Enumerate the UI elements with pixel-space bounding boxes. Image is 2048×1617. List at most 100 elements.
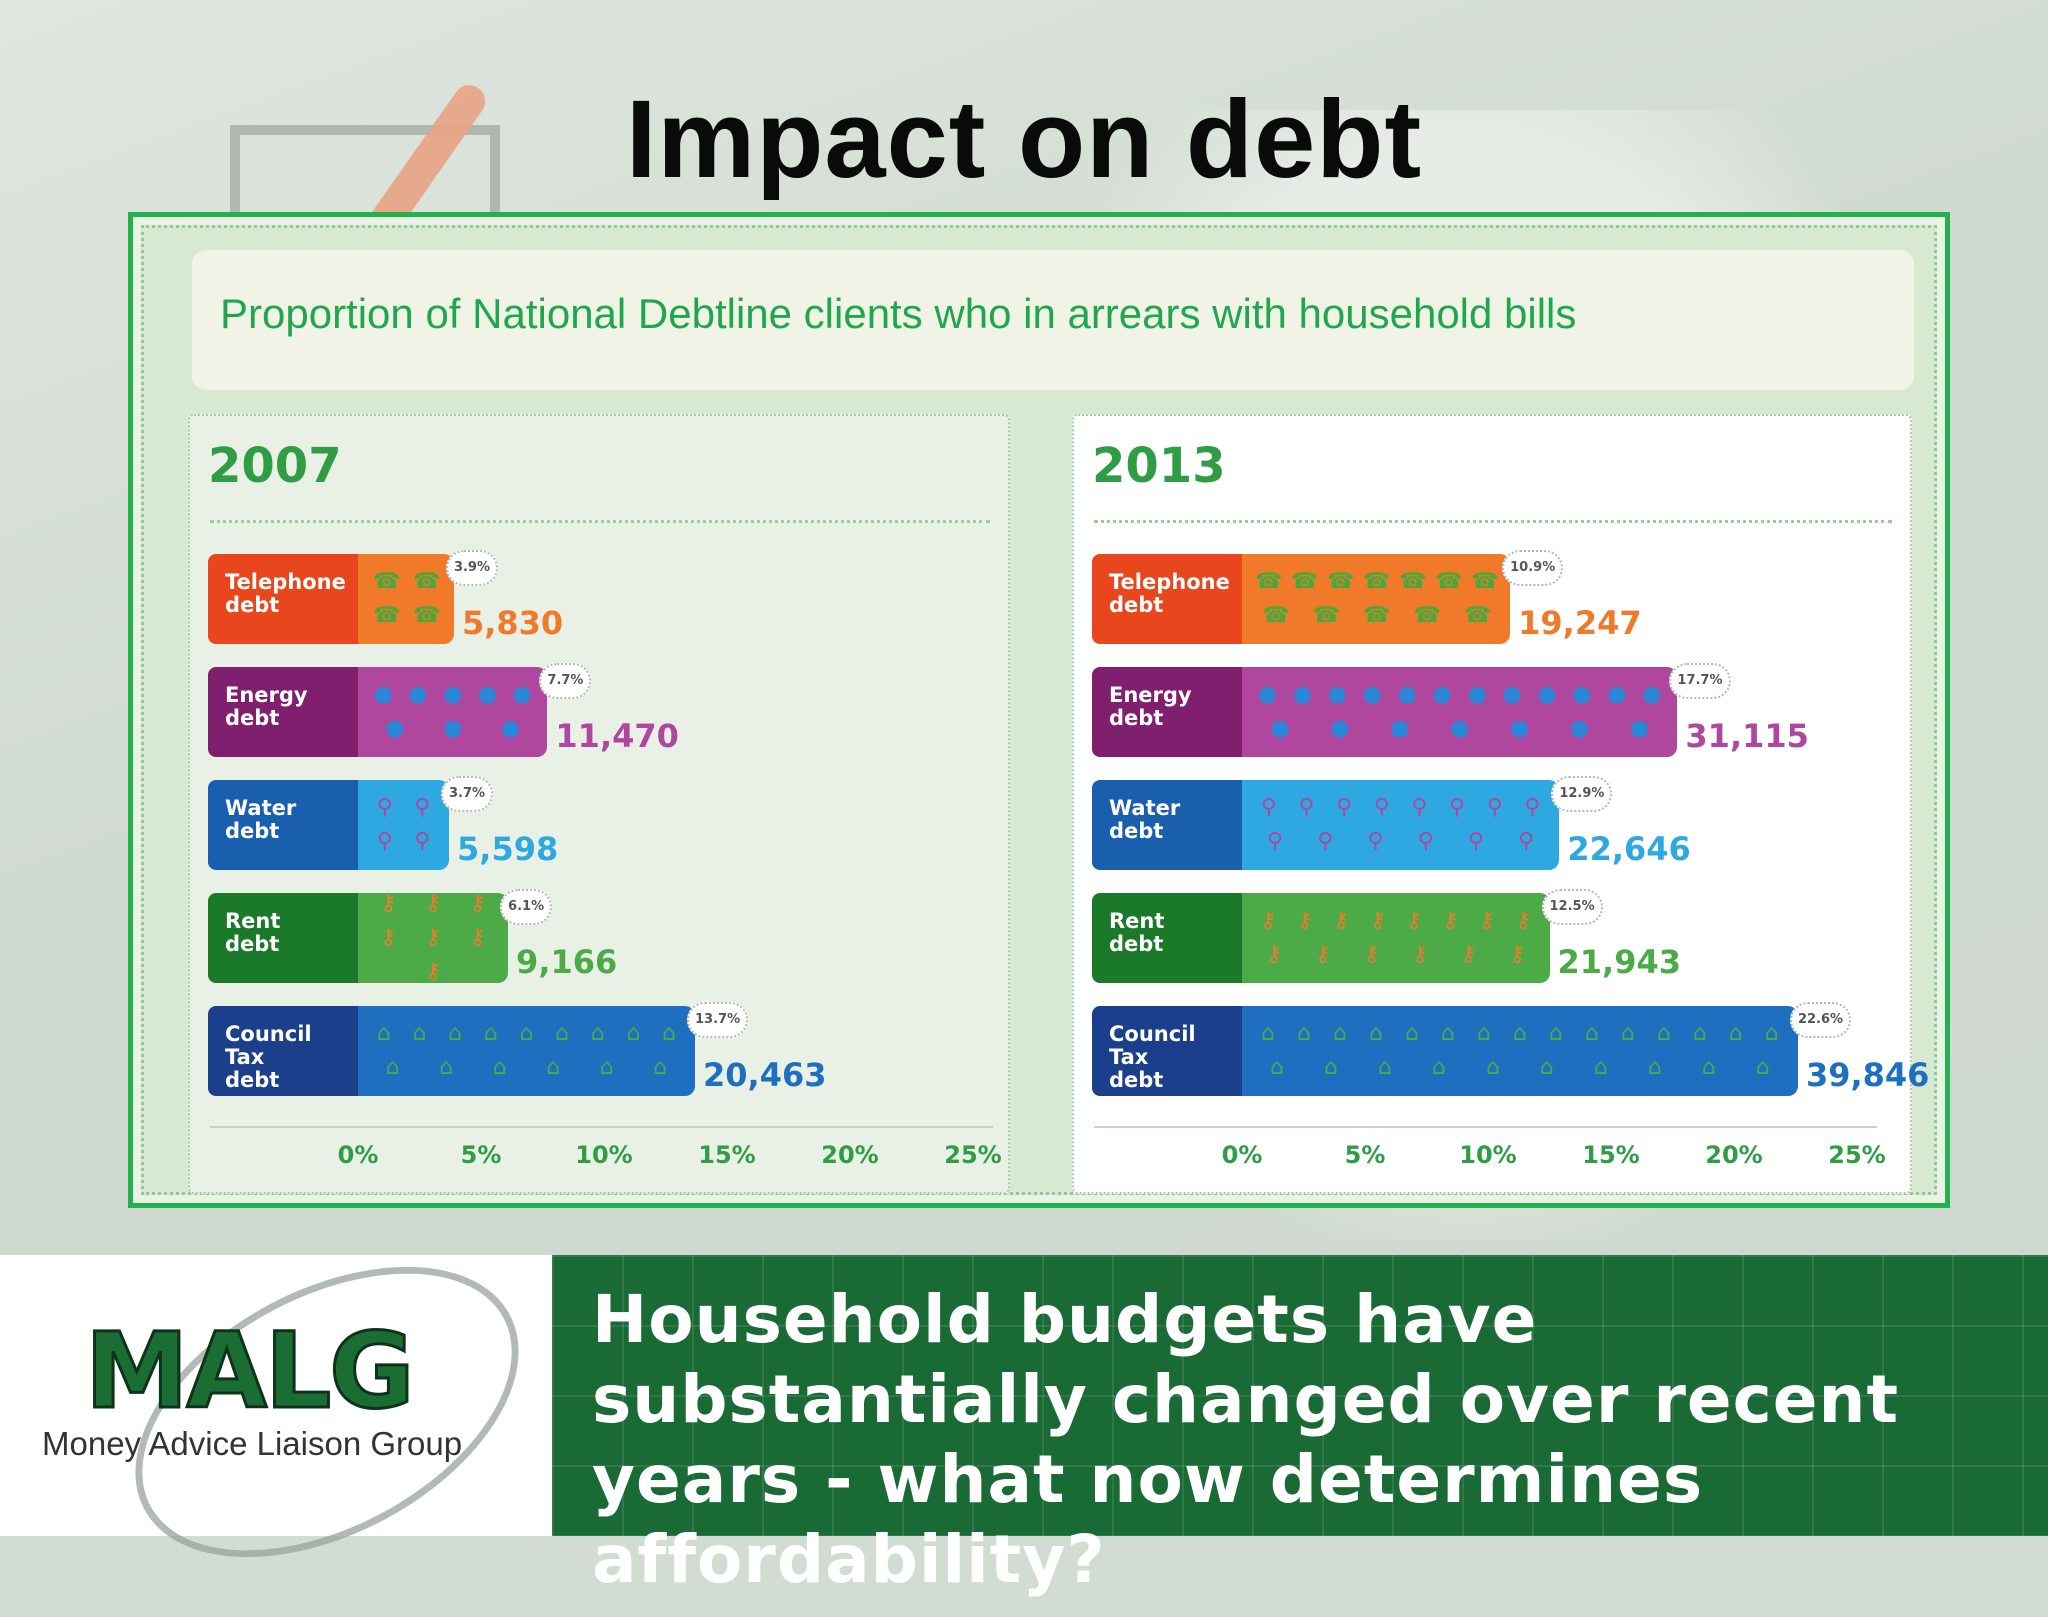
category-label-line: Rent [1109,909,1165,933]
count-label: 20,463 [703,1056,827,1094]
percent-label: 17.7% [1669,663,1731,699]
tap-icon: ⚲ [1486,795,1503,820]
house-icon: ⌂ [1404,1021,1419,1046]
x-axis-line [1094,1126,1877,1128]
house-icon: ⌂ [1584,1021,1599,1046]
tap-icon: ⚲ [1267,829,1284,854]
house-icon: ⌂ [492,1055,507,1080]
house-icon: ⌂ [1440,1021,1455,1046]
category-label-line: debt [1109,819,1164,843]
house-icon: ⌂ [1431,1055,1446,1080]
key-icon: ⚷ [1411,942,1429,967]
year-divider [210,520,990,523]
x-tick-label: 15% [1582,1141,1640,1169]
key-icon: ⚷ [1266,942,1283,967]
x-tick-label: 20% [821,1141,879,1169]
infographic-panel: Proportion of National Debtline clients … [128,212,1950,1208]
category-label-line: debt [225,706,280,730]
chart-subtitle: Proportion of National Debtline clients … [220,290,1577,337]
percent-label: 12.5% [1541,889,1603,925]
x-tick-label: 10% [575,1141,633,1169]
key-icon: ⚷ [1442,908,1459,933]
count-label: 39,846 [1805,1056,1930,1094]
count-label: 31,115 [1685,717,1809,755]
bar: ⌂ ⌂ ⌂ ⌂ ⌂ ⌂ ⌂ ⌂ ⌂ ⌂ ⌂ ⌂ ⌂ ⌂ ⌂ [358,1006,696,1096]
bar-category-label: Energy debt [208,667,358,757]
house-icon: ⌂ [483,1021,498,1046]
tap-icon: ⚲ [1260,795,1277,820]
bar: ☎ ☎ ☎ ☎ [358,554,454,644]
house-icon: ⌂ [376,1021,391,1046]
tap-icon: ⚲ [1524,795,1541,820]
background-frame [230,125,500,215]
flame-icon: ● [1629,716,1649,741]
category-label-line: debt [1109,706,1164,730]
tap-icon: ⚲ [414,829,431,854]
flame-icon: ● [373,682,393,707]
category-label-line: debt [225,1068,280,1092]
flame-icon: ● [500,716,521,741]
key-icon: ⚷ [1296,908,1313,933]
x-tick-label: 15% [698,1141,756,1169]
house-icon: ⌂ [1593,1055,1608,1080]
telephone-icon: ☎ [1471,569,1499,594]
key-icon: ⚷ [469,893,486,916]
bar-category-label: Rent debt [208,893,358,983]
key-icon: ⚷ [469,925,486,950]
category-label-line: Telephone [225,570,346,594]
percent-label: 7.7% [539,663,592,699]
house-icon: ⌂ [1656,1021,1671,1046]
tap-icon: ⚲ [376,829,393,854]
tap-icon: ⚲ [1417,829,1434,854]
house-icon: ⌂ [1485,1055,1500,1080]
x-tick-label: 25% [944,1141,1002,1169]
x-tick-label: 5% [1344,1141,1386,1169]
house-icon: ⌂ [1764,1021,1779,1046]
bar: ⚲ ⚲ ⚲ ⚲ [358,780,450,870]
house-icon: ⌂ [599,1055,614,1080]
key-icon: ⚷ [1478,908,1495,933]
bar-category-label: Energy debt [1092,667,1242,757]
bar-category-label: Water debt [1092,780,1242,870]
flame-icon: ● [1330,716,1350,741]
house-icon: ⌂ [662,1021,677,1046]
year-divider [1094,520,1892,523]
flame-icon: ● [1467,682,1487,707]
key-icon: ⚷ [380,893,397,916]
category-label-line: Water [1109,796,1181,820]
bar-category-label: Council Tax debt [208,1006,358,1096]
flame-icon: ● [443,716,463,741]
house-icon: ⌂ [448,1021,463,1046]
house-icon: ⌂ [1548,1021,1563,1046]
house-icon: ⌂ [653,1055,668,1080]
bar-category-label: Telephone debt [1092,554,1242,644]
flame-icon: ● [1569,716,1590,741]
page-title: Impact on debt [625,78,1423,201]
house-icon: ⌂ [1332,1021,1347,1046]
tap-icon: ⚲ [1449,795,1466,820]
x-tick-label: 0% [1221,1141,1263,1169]
house-icon: ⌂ [439,1055,454,1080]
tap-icon: ⚲ [1298,795,1315,820]
telephone-icon: ☎ [412,603,441,628]
percent-label: 3.7% [441,776,494,812]
percent-label: 3.9% [445,550,498,586]
bar-category-label: Council Tax debt [1092,1006,1242,1096]
house-icon: ⌂ [590,1021,605,1046]
tap-icon: ⚲ [1411,795,1428,820]
flame-icon: ● [385,716,405,741]
flame-icon: ● [1270,716,1290,741]
chart-year-label: 2013 [1092,438,1226,494]
count-label: 21,943 [1557,943,1681,981]
flame-icon: ● [1362,682,1382,707]
house-icon: ⌂ [1323,1055,1338,1080]
house-icon: ⌂ [1512,1021,1527,1046]
flame-icon: ● [1432,682,1452,707]
key-icon: ⚷ [1333,908,1350,933]
tap-icon: ⚲ [376,795,393,820]
key-icon: ⚷ [380,925,397,950]
house-icon: ⌂ [1476,1021,1491,1046]
count-label: 5,598 [457,830,559,868]
tap-icon: ⚲ [1518,829,1535,854]
bar-category-label: Water debt [208,780,358,870]
